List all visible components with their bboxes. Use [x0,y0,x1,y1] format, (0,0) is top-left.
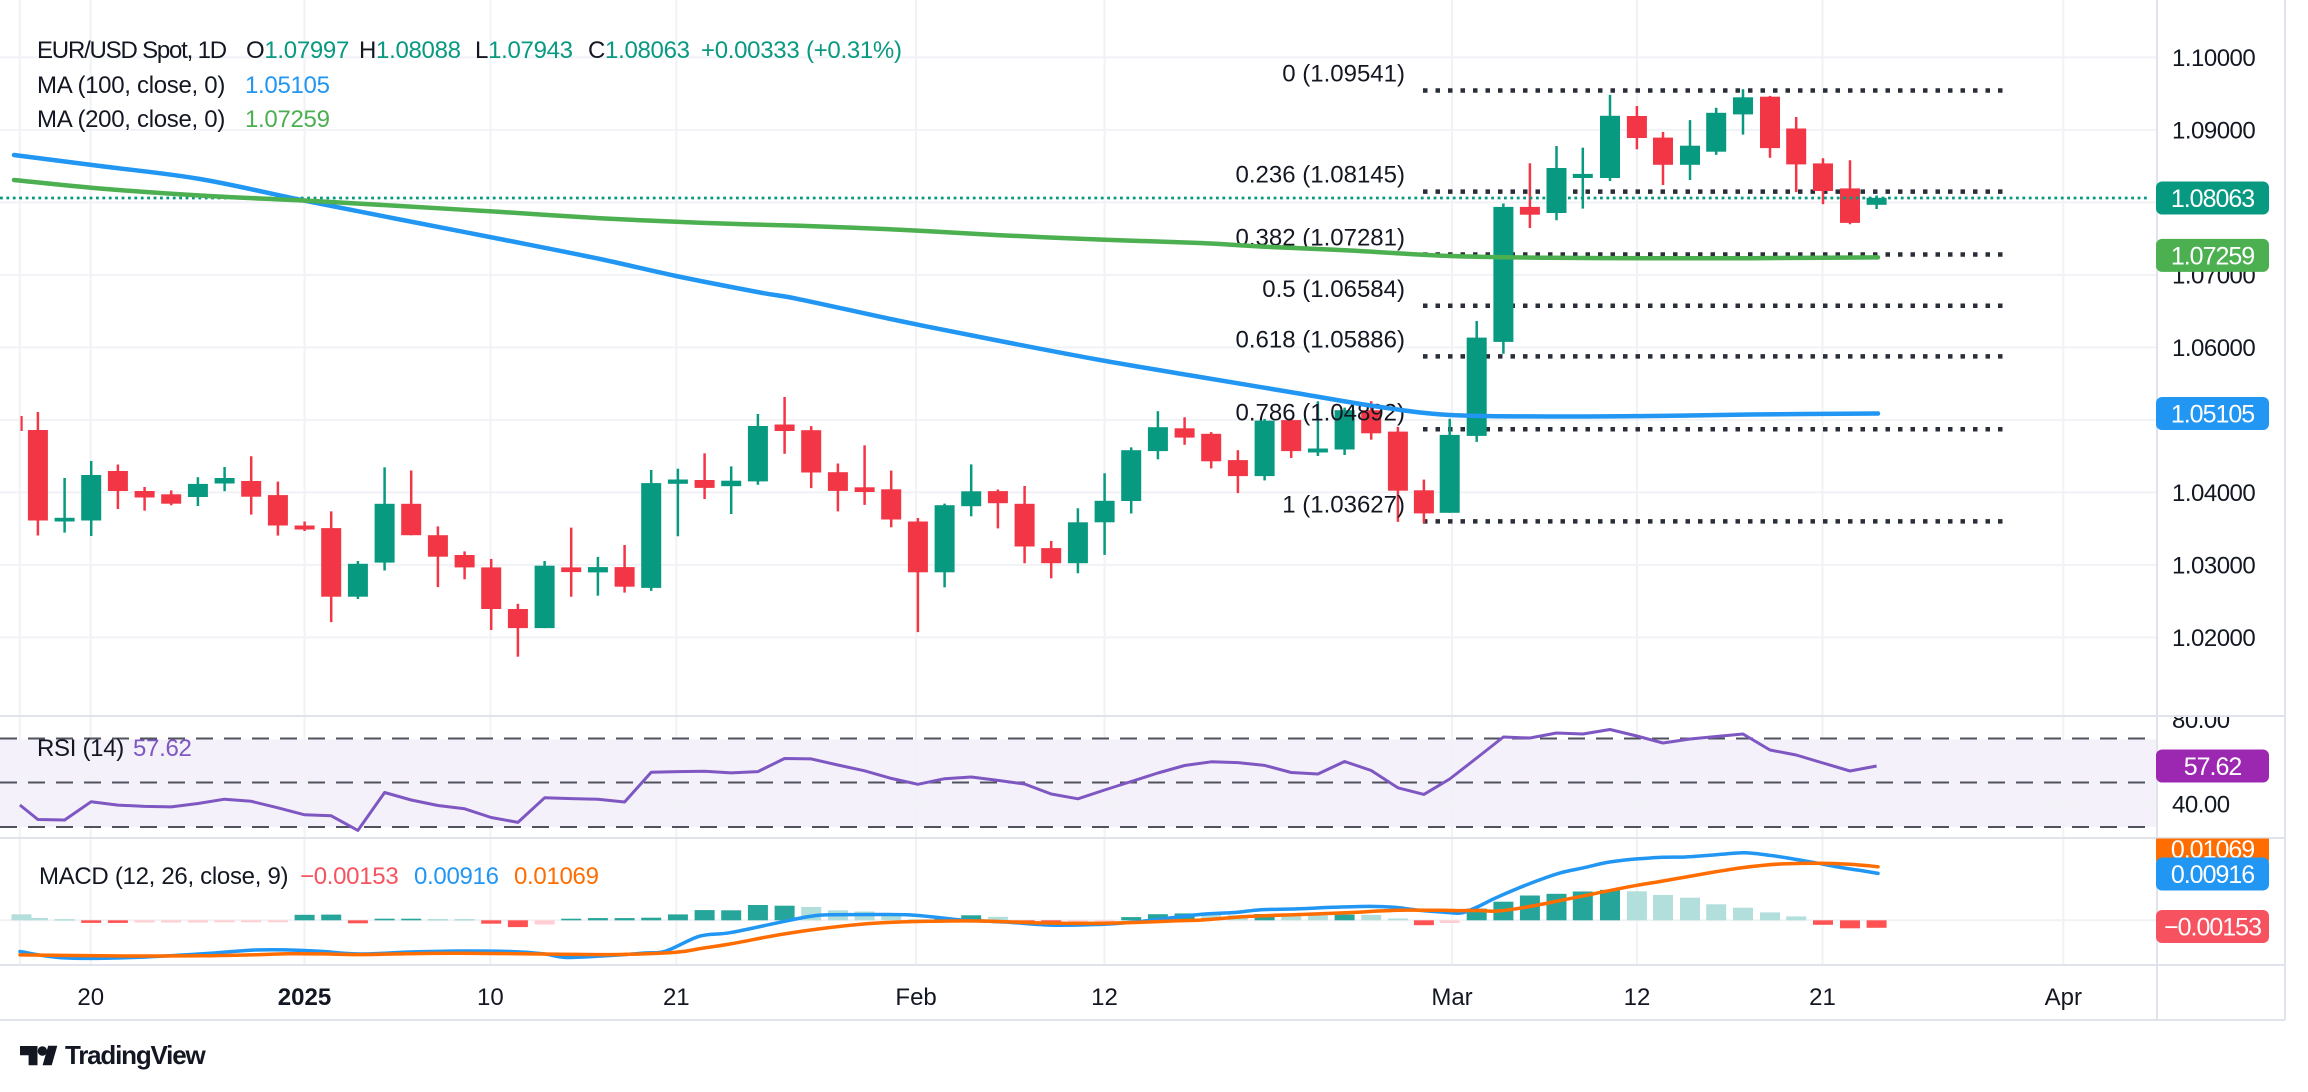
svg-text:MA (100, close, 0): MA (100, close, 0) [37,72,225,99]
svg-text:−0.00153: −0.00153 [300,863,398,890]
svg-text:1.04000: 1.04000 [2172,480,2255,507]
svg-text:0.786 (1.04892): 0.786 (1.04892) [1236,399,1405,426]
svg-text:10: 10 [477,984,504,1011]
svg-text:57.62: 57.62 [2184,753,2242,781]
svg-text:20: 20 [77,984,104,1011]
svg-text:12: 12 [1624,984,1651,1011]
svg-text:TradingView: TradingView [65,1040,206,1070]
svg-text:0.00916: 0.00916 [2171,861,2254,889]
svg-text:+0.00333: +0.00333 [701,37,799,64]
svg-text:1.05105: 1.05105 [245,72,330,99]
svg-text:H1.08088: H1.08088 [359,37,461,64]
svg-text:80.00: 80.00 [2172,707,2230,734]
svg-text:21: 21 [663,984,690,1011]
svg-text:0 (1.09541): 0 (1.09541) [1282,61,1405,88]
svg-text:O1.07997: O1.07997 [246,37,349,64]
svg-text:0.618 (1.05886): 0.618 (1.05886) [1236,326,1405,353]
svg-text:1.02000: 1.02000 [2172,625,2255,652]
svg-text:EUR/USD Spot, 1D: EUR/USD Spot, 1D [37,37,227,64]
svg-text:1.10000: 1.10000 [2172,45,2255,72]
svg-text:MA (200, close, 0): MA (200, close, 0) [37,106,225,133]
svg-text:1.05105: 1.05105 [2171,401,2254,429]
svg-text:1 (1.03627): 1 (1.03627) [1282,491,1405,518]
svg-text:L1.07943: L1.07943 [475,37,573,64]
svg-text:Feb: Feb [895,984,936,1011]
svg-text:0.5 (1.06584): 0.5 (1.06584) [1262,276,1405,303]
svg-text:RSI (14): RSI (14) [37,735,124,762]
svg-text:1.09000: 1.09000 [2172,117,2255,144]
svg-text:1.06000: 1.06000 [2172,335,2255,362]
svg-text:57.62: 57.62 [133,735,192,762]
svg-text:40.00: 40.00 [2172,792,2230,819]
svg-text:2025: 2025 [278,984,331,1011]
svg-text:0.236 (1.08145): 0.236 (1.08145) [1236,162,1405,189]
svg-text:1.07259: 1.07259 [2171,242,2254,270]
svg-text:Apr: Apr [2045,984,2082,1011]
svg-text:−0.00153: −0.00153 [2164,914,2261,942]
svg-text:(+0.31%): (+0.31%) [806,37,902,64]
svg-text:Mar: Mar [1431,984,1472,1011]
svg-text:0.01069: 0.01069 [514,863,599,890]
svg-text:MACD (12, 26, close, 9): MACD (12, 26, close, 9) [39,863,288,890]
svg-text:C1.08063: C1.08063 [588,37,690,64]
svg-text:1.07259: 1.07259 [245,106,330,133]
svg-text:1.08063: 1.08063 [2171,185,2254,213]
svg-text:12: 12 [1091,984,1118,1011]
svg-text:21: 21 [1809,984,1836,1011]
svg-text:1.03000: 1.03000 [2172,552,2255,579]
svg-text:0.00916: 0.00916 [414,863,499,890]
